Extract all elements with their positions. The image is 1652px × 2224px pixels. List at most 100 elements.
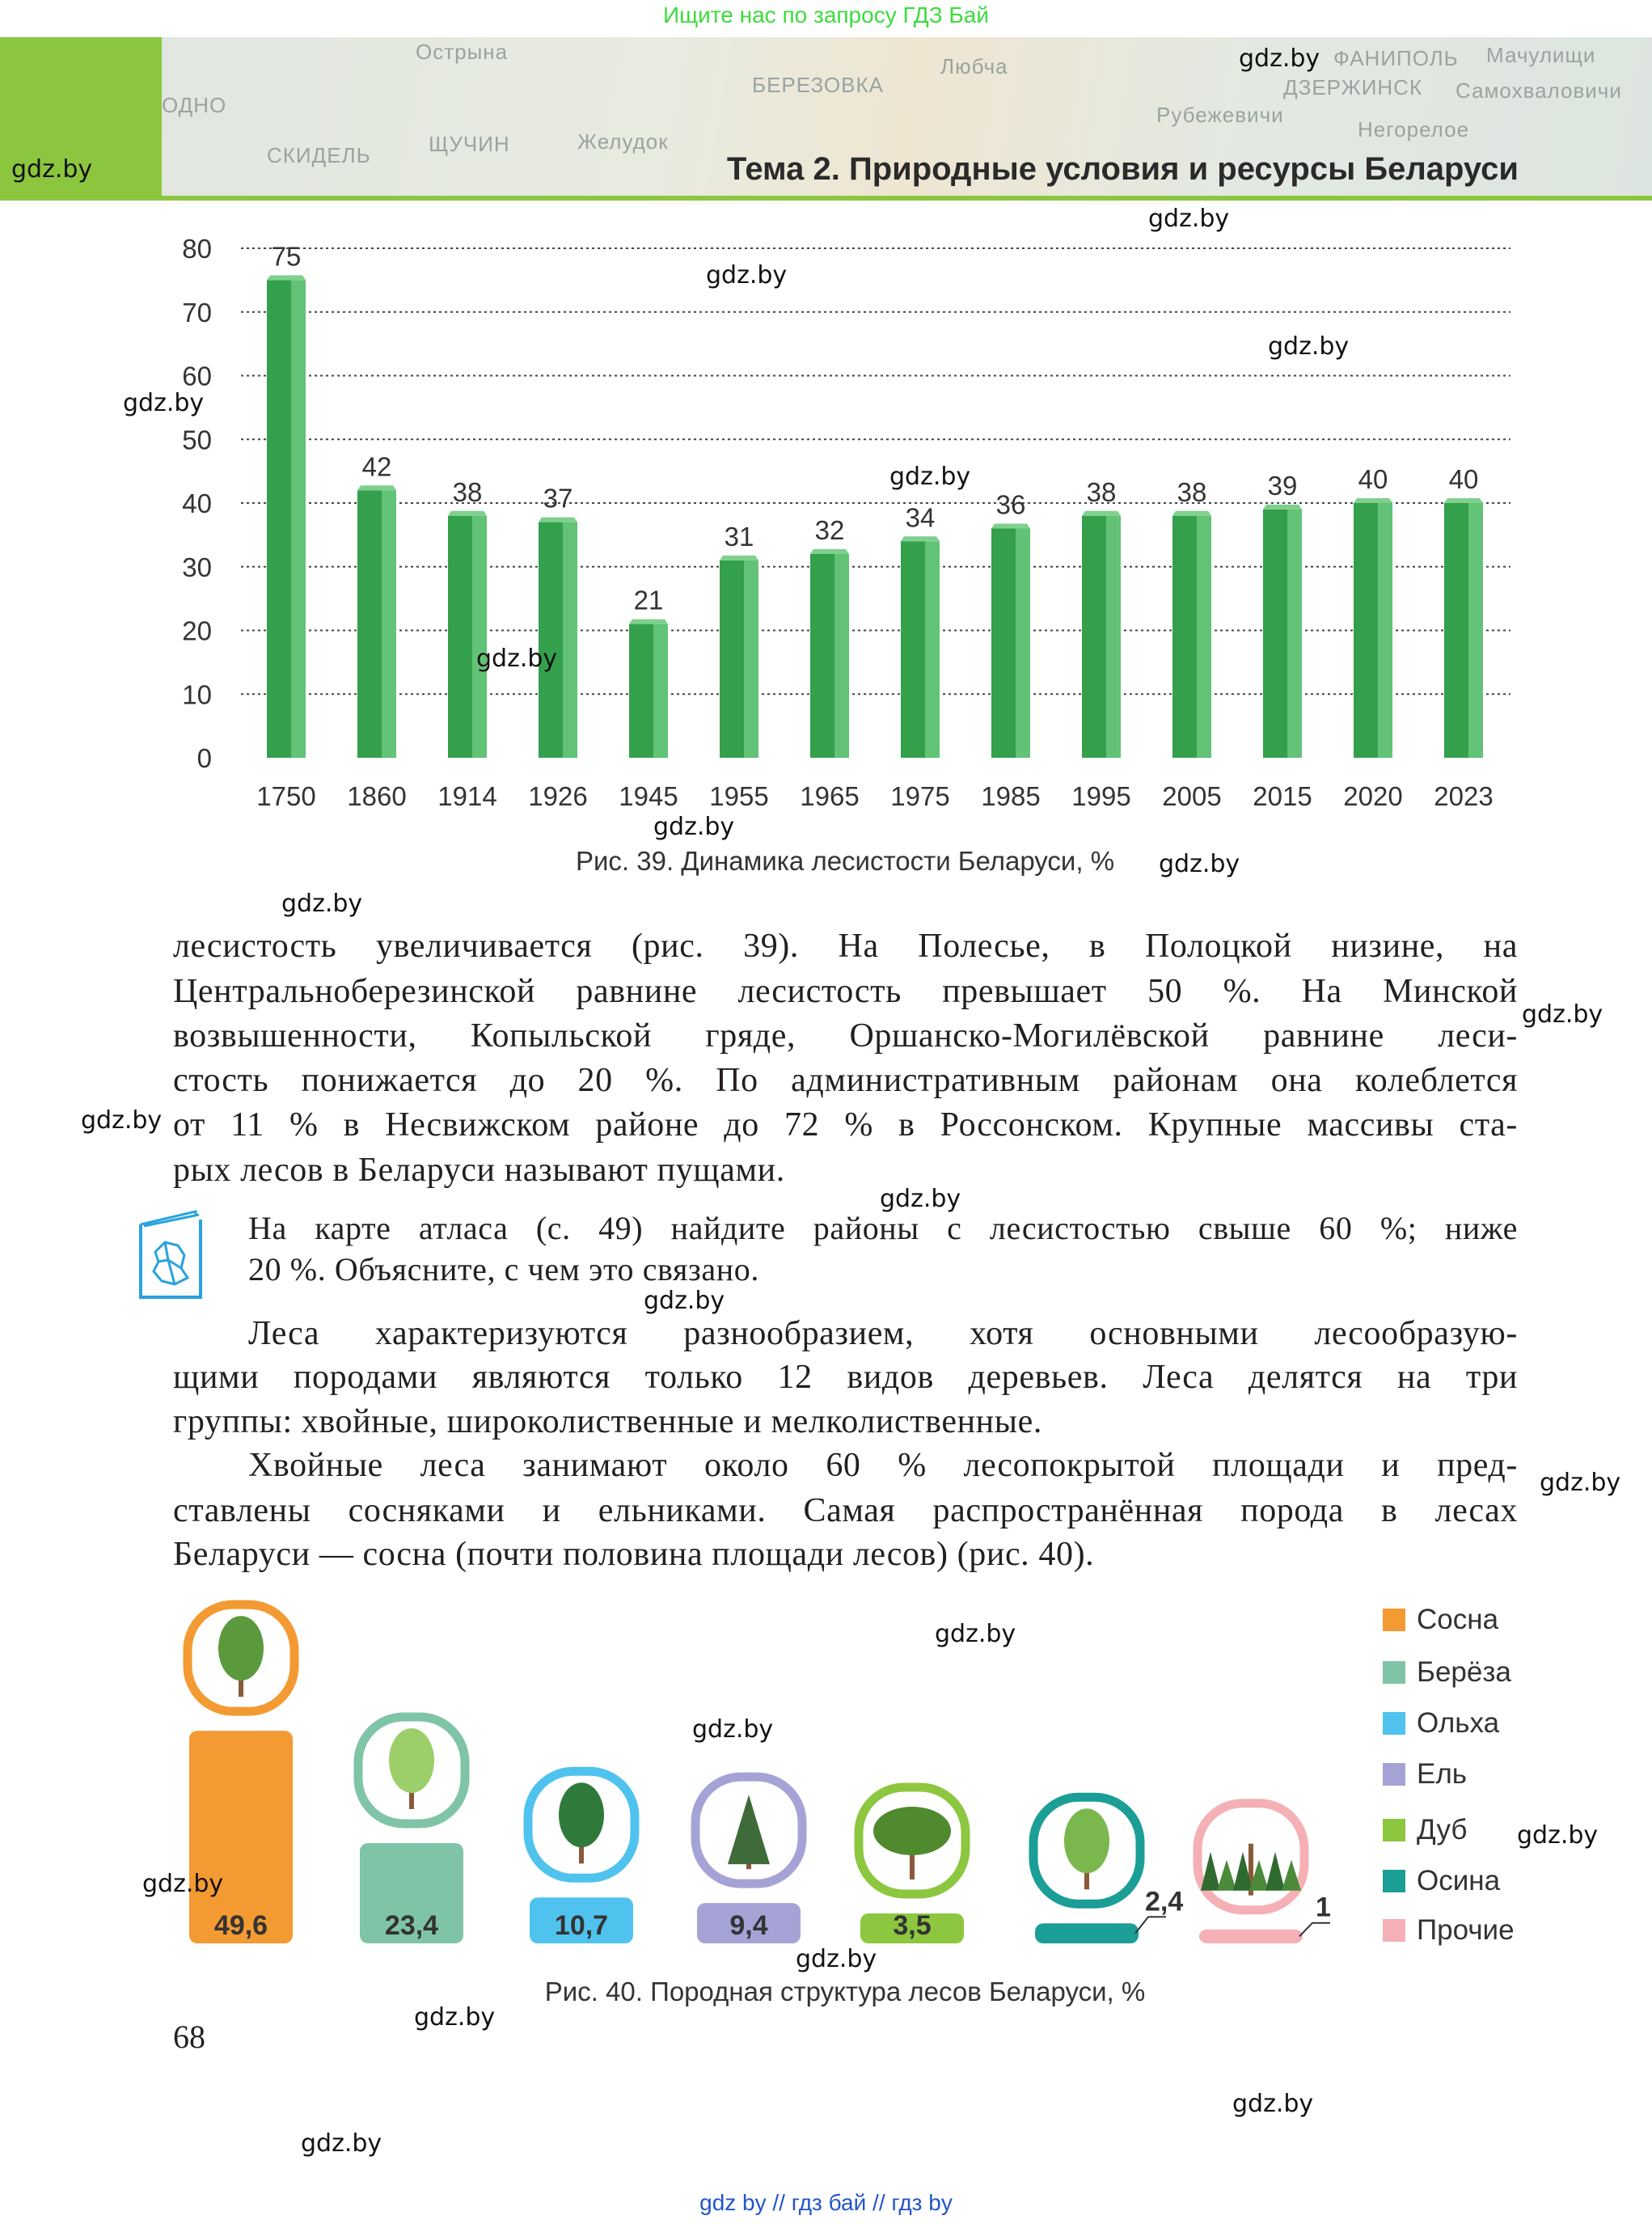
watermark: gdz.by (142, 1870, 224, 1898)
tree-crown (559, 1782, 604, 1848)
y-tick-label: 60 (182, 362, 212, 391)
legend-swatch (1383, 1919, 1405, 1942)
map-label: БЕРЕЗОВКА (752, 73, 884, 97)
legend-item: Ель (1383, 1758, 1467, 1791)
legend-label: Осина (1417, 1865, 1501, 1896)
watermark: gdz.by (644, 1287, 725, 1315)
bar-side (1016, 528, 1030, 758)
bar-value-label: 42 (362, 451, 392, 481)
legend-item: Берёза (1383, 1656, 1511, 1689)
bar-value-label: 38 (1087, 477, 1117, 507)
text-line: Леса характеризуются разнообразием, хотя… (248, 1315, 1518, 1352)
legend-swatch (1383, 1870, 1405, 1892)
bar-top (720, 555, 758, 560)
x-tick-label: 1945 (619, 781, 678, 811)
text-line: ставлены сосняками и ельниками. Самая ра… (173, 1492, 1518, 1529)
bar-front (357, 490, 382, 758)
watermark: gdz.by (1159, 850, 1240, 878)
tree-crown (218, 1616, 264, 1681)
y-tick-label: 50 (182, 425, 212, 455)
text-line: лесистость увеличивается (рис. 39). На П… (173, 928, 1518, 965)
legend-swatch (1383, 1763, 1405, 1786)
bar-top (539, 517, 577, 522)
bar-value-label: 21 (634, 586, 664, 615)
map-label: Самохваловичи (1456, 78, 1622, 103)
tree-crown (1201, 1851, 1220, 1891)
bar-value-label: 40 (1358, 464, 1388, 494)
x-tick-label: 1955 (709, 781, 768, 811)
y-tick-label: 70 (182, 298, 212, 328)
text-line: Хвойные леса занимают около 60 % лесопок… (248, 1447, 1518, 1484)
tree-trunk (1249, 1843, 1253, 1896)
watermark: gdz.by (1540, 1469, 1621, 1497)
page-number: 68 (173, 2019, 205, 2055)
legend-swatch (1383, 1819, 1405, 1841)
tree-icon (353, 1712, 470, 1829)
watermark: gdz.by (11, 155, 93, 184)
leader-line (1134, 1916, 1166, 1934)
x-tick-label: 2023 (1434, 781, 1493, 811)
tree-crown (1064, 1808, 1109, 1874)
text-line: щими породами являются только 12 видов д… (173, 1359, 1518, 1396)
species-value-label: 2,4 (1145, 1886, 1183, 1917)
species-value-label: 3,5 (893, 1910, 931, 1941)
watermark: gdz.by (935, 1620, 1016, 1648)
bar-top (901, 536, 940, 542)
bar-front (991, 528, 1016, 758)
map-label: ДЗЕРЖИНСК (1283, 75, 1423, 99)
map-label: Острына (416, 40, 509, 64)
x-tick-label: 1985 (981, 781, 1040, 811)
bar-side (1106, 515, 1121, 758)
tree-icon (1029, 1792, 1145, 1909)
species-value-label: 23,4 (385, 1910, 438, 1941)
bar-top (1082, 510, 1121, 516)
bar-side (472, 515, 487, 758)
x-tick-label: 1965 (800, 781, 859, 811)
tree-crown (1233, 1851, 1253, 1891)
legend-item: Ольха (1383, 1707, 1499, 1740)
bar-value-label: 38 (453, 477, 483, 507)
text-line: возвышенности, Копыльской гряде, Оршанск… (173, 1017, 1518, 1055)
tree-crown (1282, 1859, 1301, 1891)
bar-side (1468, 503, 1483, 758)
bar-front (267, 280, 291, 758)
tree-species-chart: 49,6 23,4 10,7 9,4 3,5 2,4 1 (183, 1600, 1331, 1943)
bar-side (1378, 503, 1392, 758)
tree-icon (183, 1600, 299, 1716)
species-bar (1035, 1923, 1139, 1943)
bar-side (834, 554, 849, 758)
legend-label: Сосна (1417, 1604, 1499, 1635)
atlas-icon (139, 1210, 202, 1299)
legend-label: Ель (1417, 1758, 1468, 1790)
text-line: от 11 % в Несвижском районе до 72 % в Ро… (173, 1106, 1518, 1144)
bar-value-label: 34 (906, 502, 936, 532)
legend-swatch (1383, 1609, 1405, 1631)
search-hint-banner: Ищите нас по запросу ГДЗ Бай (662, 2, 990, 27)
map-label: Любча (940, 54, 1008, 78)
watermark: gdz.by (414, 2003, 496, 2032)
watermark: gdz.by (1239, 44, 1320, 73)
bar-value-label: 39 (1268, 471, 1298, 501)
map-label: СКИДЕЛЬ (267, 143, 371, 167)
watermark: gdz.by (81, 1106, 163, 1135)
leader-line (1299, 1922, 1330, 1938)
bar-top (267, 275, 306, 281)
legend-item: Осина (1383, 1865, 1500, 1897)
tree-crown (728, 1795, 770, 1865)
bar-top (357, 485, 396, 491)
map-label: Негорелое (1358, 117, 1470, 142)
bar-front (1263, 509, 1287, 758)
watermark: gdz.by (796, 1945, 877, 1973)
tree-icon (523, 1766, 640, 1883)
bar-value-label: 75 (272, 241, 302, 271)
bar-value-label: 38 (1177, 477, 1207, 507)
header-accent-block (0, 37, 162, 196)
bar-side (925, 541, 940, 758)
bottom-site-links[interactable]: gdz by // гдз бай // гдз by (699, 2190, 953, 2215)
map-label: Рубежевичи (1156, 103, 1284, 127)
x-tick-label: 1750 (256, 781, 315, 811)
bar-value-label: 31 (725, 522, 754, 552)
watermark: gdz.by (1268, 332, 1350, 361)
y-tick-label: 80 (182, 234, 212, 264)
text-line: группы: хвойные, широколиственные и мелк… (173, 1403, 1042, 1440)
